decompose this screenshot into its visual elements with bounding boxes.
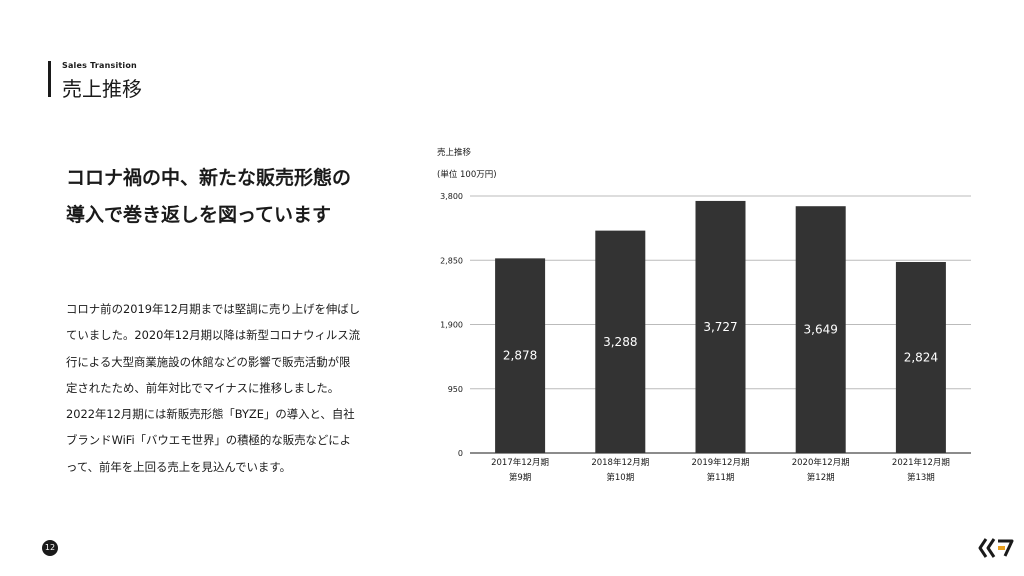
bar-value-label: 2,878 <box>503 349 537 363</box>
bar-value-label: 3,727 <box>703 320 737 334</box>
x-tick-label: 2019年12月期 <box>692 457 750 468</box>
body-line: ていました。2020年12月期以降は新型コロナウィルス流 <box>66 328 361 343</box>
header-accent-bar <box>48 61 51 97</box>
x-tick-sublabel: 第10期 <box>606 472 634 483</box>
chart-title: 売上推移 <box>437 147 472 158</box>
x-tick-label: 2017年12月期 <box>491 457 549 468</box>
headline-line: 導入で巻き返しを図っています <box>66 204 332 226</box>
x-tick-label: 2018年12月期 <box>591 457 649 468</box>
body-paragraph: コロナ前の2019年12月期までは堅調に売り上げを伸ばし ていました。2020年… <box>66 296 396 480</box>
body-line: ブランドWiFi「バウエモ世界」の積極的な販売などによ <box>66 433 352 448</box>
x-tick-label: 2021年12月期 <box>892 457 950 468</box>
bar-value-label: 2,824 <box>904 351 938 365</box>
x-tick-sublabel: 第11期 <box>707 472 735 483</box>
bar-value-label: 3,649 <box>804 323 838 337</box>
headline: コロナ禍の中、新たな販売形態の 導入で巻き返しを図っています <box>66 160 426 234</box>
y-tick-label: 1,900 <box>440 321 463 330</box>
y-tick-label: 0 <box>458 449 463 458</box>
header-subtitle: Sales Transition <box>62 61 137 70</box>
body-line: コロナ前の2019年12月期までは堅調に売り上げを伸ばし <box>66 302 361 316</box>
x-tick-sublabel: 第13期 <box>907 472 935 483</box>
body-line: 2022年12月期には新販売形態「BYZE」の導入と、自社 <box>66 407 355 422</box>
bar <box>695 200 746 453</box>
x-tick-sublabel: 第12期 <box>807 472 835 483</box>
bar-value-label: 3,288 <box>603 335 637 349</box>
body-line: 行による大型商業施設の休館などの影響で販売活動が限 <box>66 354 351 369</box>
body-line: 定されたため、前年対比でマイナスに推移しました。 <box>66 380 340 395</box>
bar <box>495 258 546 453</box>
x-tick-label: 2020年12月期 <box>792 457 850 468</box>
y-tick-label: 3,800 <box>440 192 463 201</box>
chart-unit-label: (単位 100万円) <box>437 169 497 180</box>
bar <box>795 206 846 453</box>
y-tick-label: 950 <box>448 385 463 394</box>
page-title: 売上推移 <box>62 77 142 101</box>
bar <box>595 230 646 453</box>
headline-line: コロナ禍の中、新たな販売形態の <box>66 167 352 189</box>
x-tick-sublabel: 第9期 <box>509 472 531 483</box>
body-line: って、前年を上回る売上を見込んでいます。 <box>66 459 291 474</box>
bar <box>895 262 946 453</box>
company-logo-icon <box>978 538 1014 558</box>
y-tick-label: 2,850 <box>440 256 463 265</box>
page-number: 12 <box>42 540 58 556</box>
